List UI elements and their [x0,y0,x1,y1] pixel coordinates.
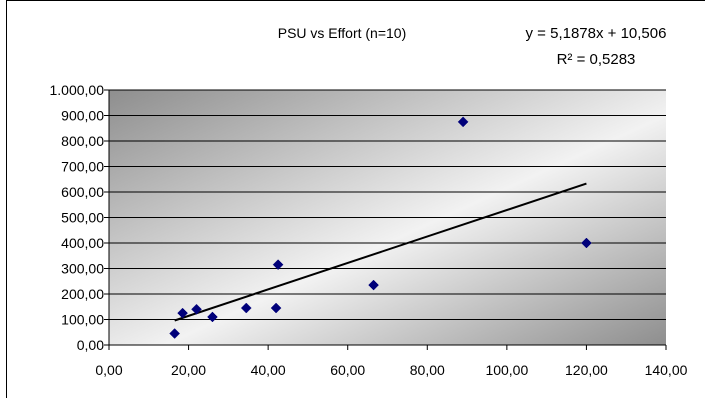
data-point [272,259,284,271]
data-point [270,302,282,314]
y-tick-label: 200,00 [61,286,104,302]
y-tick-label: 0,00 [77,337,104,353]
x-tick-label: 100,00 [485,362,528,378]
y-tick-label: 800,00 [61,133,104,149]
x-tick-label: 140,00 [645,362,688,378]
data-point [368,279,379,291]
x-tick-label: 120,00 [565,362,608,378]
x-axis-ticks: 0,00 20,00 40,00 60,00 80,00 100,00 120,00 140,… [95,345,688,378]
y-tick-label: 300,00 [61,261,104,277]
data-point [457,116,469,128]
chart-title: PSU vs Effort (n=10) [278,25,407,41]
grid-lines [108,89,666,346]
x-tick-label: 20,00 [171,362,206,378]
trendline-equation: y = 5,1878x + 10,506 [526,25,667,42]
trendline-r-squared: R² = 0,5283 [557,51,636,68]
y-tick-label: 600,00 [61,184,104,200]
y-tick-label: 400,00 [61,235,104,251]
data-points [169,116,592,339]
x-tick-label: 0,00 [95,362,122,378]
y-tick-label: 700,00 [61,159,104,175]
y-axis-ticks: 0,00 100,00 200,00 300,00 400,00 500,00 600,00… [50,82,109,353]
data-point [191,303,202,315]
y-tick-label: 1.000,00 [50,82,105,98]
y-tick-label: 900,00 [61,108,104,124]
data-point [240,302,252,314]
y-tick-label: 500,00 [61,210,104,226]
data-point [581,237,592,249]
data-point [177,307,188,319]
trendline [174,182,587,322]
x-tick-label: 40,00 [251,362,286,378]
x-tick-label: 60,00 [330,362,365,378]
x-tick-label: 80,00 [410,362,445,378]
y-tick-label: 100,00 [61,312,104,328]
data-point [207,311,218,323]
data-point [169,328,180,339]
